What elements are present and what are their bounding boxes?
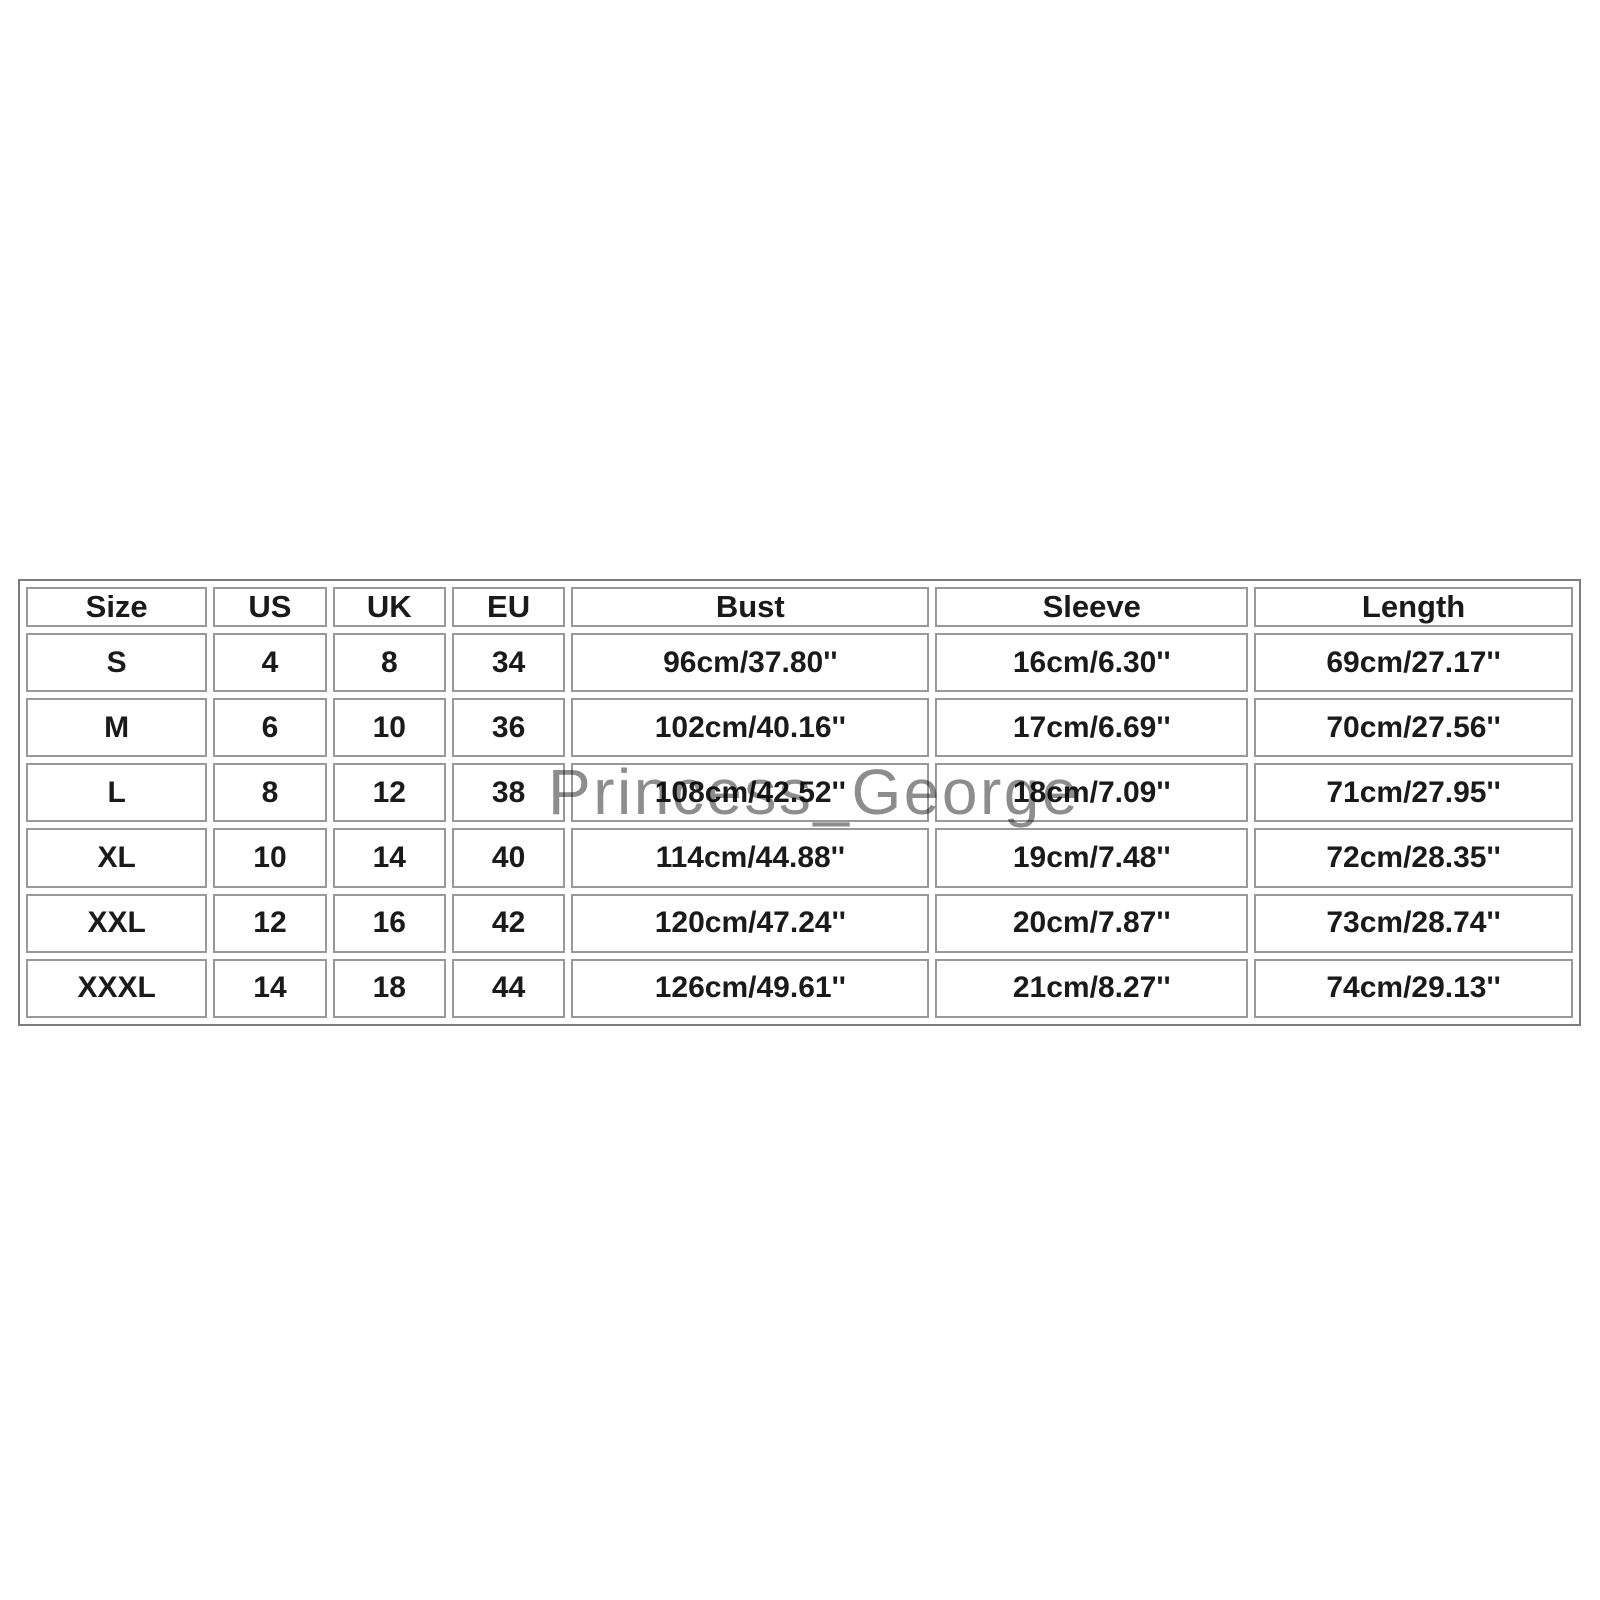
table-cell: 34 — [451, 633, 566, 693]
table-cell: XL — [26, 828, 208, 888]
table-cell: 16 — [332, 893, 446, 953]
column-header: Bust — [571, 587, 930, 627]
table-row: XL 10 14 40 114cm/44.88'' 19cm/7.48'' 72cm/28.… — [26, 828, 1573, 888]
table-cell: 14 — [332, 828, 446, 888]
table-cell: 10 — [213, 828, 327, 888]
column-header: Length — [1254, 587, 1573, 627]
table-cell: 19cm/7.48'' — [935, 828, 1249, 888]
table-cell: 14 — [213, 958, 327, 1018]
table-cell: 4 — [213, 633, 327, 693]
table-cell: 10 — [332, 698, 446, 758]
table-cell: 96cm/37.80'' — [571, 633, 930, 693]
table-cell: 73cm/28.74'' — [1254, 893, 1573, 953]
table-cell: 72cm/28.35'' — [1254, 828, 1573, 888]
table-row: XXXL 14 18 44 126cm/49.61'' 21cm/8.27'' 74cm/2… — [26, 958, 1573, 1018]
table-cell: 126cm/49.61'' — [571, 958, 930, 1018]
table-cell: 8 — [332, 633, 446, 693]
size-chart-table-frame: Size US UK EU Bust Sleeve Length S 4 8 34 96cm/37.… — [18, 579, 1581, 1026]
table-cell: 12 — [213, 893, 327, 953]
table-row: L 8 12 38 108cm/42.52'' 18cm/7.09'' 71cm/27.95… — [26, 763, 1573, 823]
table-cell: L — [26, 763, 208, 823]
table-cell: 42 — [451, 893, 566, 953]
table-cell: 12 — [332, 763, 446, 823]
table-cell: M — [26, 698, 208, 758]
table-cell: XXL — [26, 893, 208, 953]
table-cell: 69cm/27.17'' — [1254, 633, 1573, 693]
table-cell: 44 — [451, 958, 566, 1018]
table-cell: 74cm/29.13'' — [1254, 958, 1573, 1018]
table-cell: 6 — [213, 698, 327, 758]
table-cell: XXXL — [26, 958, 208, 1018]
table-cell: 120cm/47.24'' — [571, 893, 930, 953]
table-cell: 70cm/27.56'' — [1254, 698, 1573, 758]
column-header: EU — [451, 587, 566, 627]
header-row: Size US UK EU Bust Sleeve Length — [26, 587, 1573, 627]
table-cell: 36 — [451, 698, 566, 758]
column-header: Size — [26, 587, 208, 627]
table-cell: 102cm/40.16'' — [571, 698, 930, 758]
table-row: S 4 8 34 96cm/37.80'' 16cm/6.30'' 69cm/27.17'' — [26, 633, 1573, 693]
table-cell: 108cm/42.52'' — [571, 763, 930, 823]
table-cell: S — [26, 633, 208, 693]
table-cell: 18cm/7.09'' — [935, 763, 1249, 823]
table-cell: 18 — [332, 958, 446, 1018]
table-cell: 38 — [451, 763, 566, 823]
table-cell: 21cm/8.27'' — [935, 958, 1249, 1018]
size-chart-header: Size US UK EU Bust Sleeve Length — [26, 587, 1573, 627]
column-header: US — [213, 587, 327, 627]
column-header: UK — [332, 587, 446, 627]
table-cell: 71cm/27.95'' — [1254, 763, 1573, 823]
table-cell: 20cm/7.87'' — [935, 893, 1249, 953]
table-cell: 17cm/6.69'' — [935, 698, 1249, 758]
table-cell: 8 — [213, 763, 327, 823]
table-cell: 40 — [451, 828, 566, 888]
size-chart-table: Size US UK EU Bust Sleeve Length S 4 8 34 96cm/37.… — [20, 581, 1579, 1024]
column-header: Sleeve — [935, 587, 1249, 627]
table-row: XXL 12 16 42 120cm/47.24'' 20cm/7.87'' 73cm/28… — [26, 893, 1573, 953]
table-cell: 114cm/44.88'' — [571, 828, 930, 888]
table-cell: 16cm/6.30'' — [935, 633, 1249, 693]
table-row: M 6 10 36 102cm/40.16'' 17cm/6.69'' 70cm/27.56… — [26, 698, 1573, 758]
size-chart-body: S 4 8 34 96cm/37.80'' 16cm/6.30'' 69cm/27.17''… — [26, 633, 1573, 1018]
